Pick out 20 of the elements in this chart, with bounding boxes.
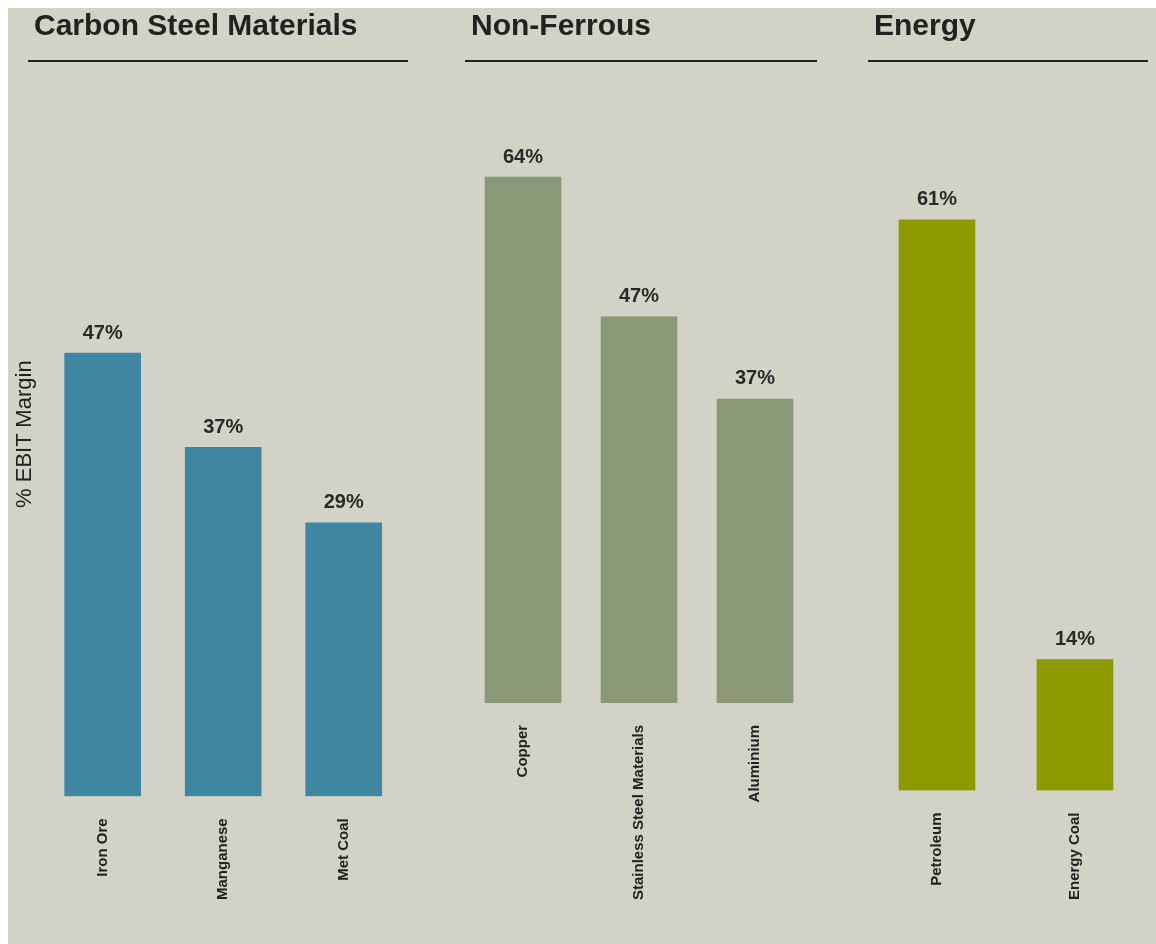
data-label: 37% bbox=[203, 414, 244, 437]
data-label: 47% bbox=[618, 284, 660, 307]
chart-title: Energy bbox=[868, 8, 1148, 62]
data-label: 29% bbox=[323, 490, 364, 513]
chart-title: Carbon Steel Materials bbox=[28, 8, 408, 62]
x-tick-label: Iron Ore bbox=[92, 818, 110, 877]
x-tick-label: Manganese bbox=[213, 818, 231, 901]
data-label: 14% bbox=[1054, 627, 1096, 650]
data-label: 47% bbox=[82, 320, 123, 343]
x-tick-label: Met Coal bbox=[333, 818, 351, 881]
x-tick-label: Stainless Steel Materials bbox=[629, 724, 647, 901]
x-tick-label: Petroleum bbox=[927, 812, 945, 886]
chart-title: Non-Ferrous bbox=[465, 8, 817, 62]
data-label: 64% bbox=[502, 144, 544, 167]
data-label: 61% bbox=[916, 187, 958, 210]
x-tick-label: Copper bbox=[513, 724, 531, 778]
y-axis-title: % EBIT Margin bbox=[11, 360, 37, 508]
x-tick-label: Energy Coal bbox=[1065, 812, 1083, 901]
x-tick-label: Aluminium bbox=[745, 724, 763, 803]
data-label: 37% bbox=[734, 366, 776, 389]
